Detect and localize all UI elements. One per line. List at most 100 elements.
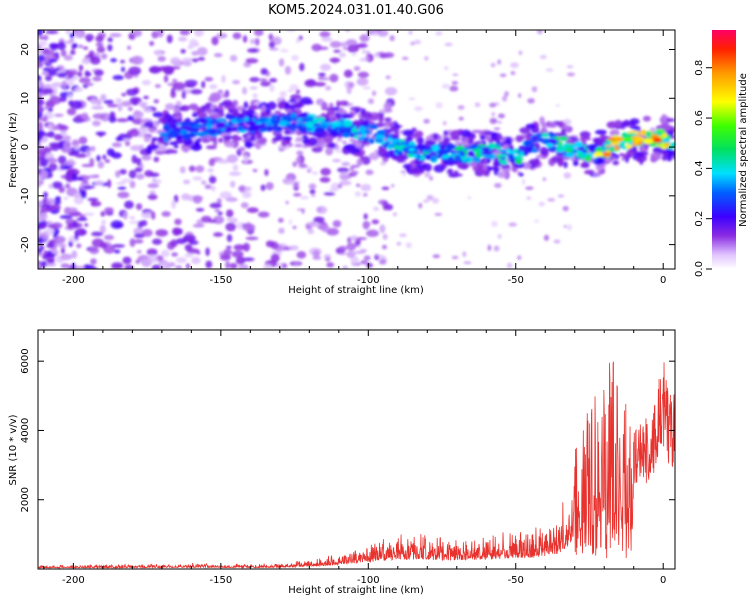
spectrogram-noise-cell — [92, 120, 101, 127]
spectrogram-noise-cell — [329, 73, 339, 83]
spectrogram-ridge-halo — [477, 169, 488, 174]
spectrogram-ridge-cell — [221, 118, 227, 122]
spectrogram-noise-cell — [195, 207, 205, 212]
spectrogram-noise-cell — [401, 56, 409, 60]
spectrogram-noise-cell — [139, 144, 144, 148]
spectrogram-noise-cell — [45, 30, 59, 35]
spectrogram-noise-cell — [59, 243, 67, 249]
spectrogram-ridge-cell — [487, 142, 497, 150]
spectrogram-noise-cell — [93, 174, 100, 179]
spectrogram-ridge-halo — [405, 136, 413, 143]
spectrogram-ridge-cell — [329, 131, 341, 137]
spectrogram-noise-cell — [183, 179, 191, 185]
spectrogram-noise-cell — [242, 190, 252, 199]
spectrogram-ridge-cell — [368, 124, 379, 130]
spectrogram-ridge-halo — [301, 134, 309, 144]
spectrogram-noise-cell — [225, 222, 237, 232]
spectrogram-noise-cell — [60, 253, 73, 261]
spectrogram-noise-cell — [183, 234, 196, 242]
spectrogram-ridge-halo — [579, 131, 591, 139]
colorbar-ticks: 0.0 0.2 0.4 0.6 0.8 — [694, 60, 712, 277]
spectrogram-noise-cell — [65, 207, 78, 212]
spectrogram-noise-cell — [376, 254, 385, 258]
spectrogram-noise-cell — [348, 81, 355, 89]
spectrogram-ridge-cell — [225, 114, 236, 120]
spectrogram-ridge-halo — [560, 128, 566, 136]
spectrogram-ridge-cell — [328, 128, 338, 133]
spectrogram-ridge-cell — [287, 126, 292, 130]
spectrogram-noise-cell — [309, 189, 316, 195]
spectrogram-ridge-cell — [264, 119, 269, 127]
spectrogram-noise-cell — [384, 87, 398, 96]
spectrogram-ridge-halo — [557, 160, 564, 167]
spectrogram-noise-cell — [38, 212, 48, 221]
spectrogram-noise-cell — [91, 199, 96, 207]
spectrogram-noise-cell — [43, 106, 51, 110]
spectrogram-noise-cell — [556, 104, 560, 107]
spectrogram-noise-cell — [537, 30, 543, 35]
spectrogram-noise-cell — [38, 149, 45, 156]
spectrogram-noise-cell — [338, 245, 347, 251]
spectrogram-noise-cell — [116, 181, 126, 185]
spectrogram-noise-cell — [319, 176, 331, 183]
spectrogram-noise-cell — [319, 31, 331, 38]
spectrogram-ridge-cell — [595, 156, 604, 163]
spectrogram-noise-cell — [359, 57, 368, 62]
spectrogram-noise-cell — [510, 71, 516, 76]
spectrogram-noise-cell — [205, 260, 213, 269]
spectrogram-ridge-halo — [281, 139, 287, 147]
spectrogram-noise-cell — [143, 108, 153, 113]
spectrogram-ridge-cell — [300, 113, 308, 118]
spectrogram-noise-cell — [38, 30, 44, 37]
spectrogram-ridge-cell — [358, 126, 366, 132]
spectrogram-noise-cell — [45, 74, 53, 82]
spectrogram-noise-cell — [340, 42, 347, 47]
spectrogram-noise-cell — [553, 239, 561, 244]
spectrogram-noise-cell — [192, 223, 205, 228]
spectrogram-noise-cell — [217, 89, 224, 94]
spectrogram-noise-cell — [382, 233, 388, 240]
spectrogram-ridge-cell — [374, 134, 386, 141]
spectrogram-noise-cell — [81, 112, 89, 120]
spectrogram-noise-cell — [192, 195, 203, 204]
spectrogram-noise-cell — [249, 76, 260, 83]
spectrogram-noise-cell — [134, 167, 143, 173]
spectrogram-noise-cell — [151, 264, 162, 269]
spectrogram-ridge-halo — [300, 96, 312, 105]
spectrogram-noise-cell — [74, 177, 85, 181]
spectrogram-noise-cell — [78, 64, 84, 72]
spectrogram-ridge-halo — [568, 136, 578, 140]
spectrogram-noise-cell — [79, 228, 86, 235]
spectrogram-noise-cell — [100, 53, 108, 60]
spectrogram-noise-cell — [365, 169, 374, 176]
spectrogram-noise-cell — [265, 240, 275, 248]
spectrogram-ridge-halo — [563, 125, 573, 133]
spectrogram-noise-cell — [521, 178, 526, 186]
spectrogram-noise-cell — [125, 141, 131, 147]
spectrogram-noise-cell — [38, 252, 44, 257]
spectrogram-noise-cell — [373, 206, 380, 211]
spectrogram-noise-cell — [320, 224, 330, 233]
spectrogram-noise-cell — [201, 139, 211, 143]
spectrogram-ridge-halo — [191, 112, 198, 118]
spectrogram-noise-cell — [217, 211, 223, 216]
spectrogram-noise-cell — [562, 205, 569, 212]
spectrogram-noise-cell — [566, 72, 575, 77]
spectrogram-noise-cell — [265, 182, 274, 191]
spectrogram-noise-cell — [107, 44, 113, 52]
spectrogram-ridge-cell — [458, 158, 463, 163]
spectrogram-noise-cell — [111, 142, 122, 148]
spectrogram-noise-cell — [213, 232, 224, 237]
spectrogram-noise-cell — [392, 212, 398, 217]
spectrogram-noise-cell — [201, 180, 207, 185]
spectrogram-x-tick-label: -150 — [209, 275, 232, 286]
spectrogram-ridge-halo — [180, 105, 190, 112]
spectrogram-noise-cell — [179, 30, 191, 36]
spectrogram-noise-cell — [362, 193, 368, 197]
spectrogram-noise-cell — [232, 80, 241, 85]
spectrogram-ridge-halo — [260, 110, 267, 117]
spectrogram-noise-cell — [292, 161, 297, 168]
spectrogram-noise-cell — [38, 225, 41, 231]
spectrogram-ridge-halo — [169, 149, 178, 154]
spectrogram-noise-cell — [442, 120, 447, 126]
